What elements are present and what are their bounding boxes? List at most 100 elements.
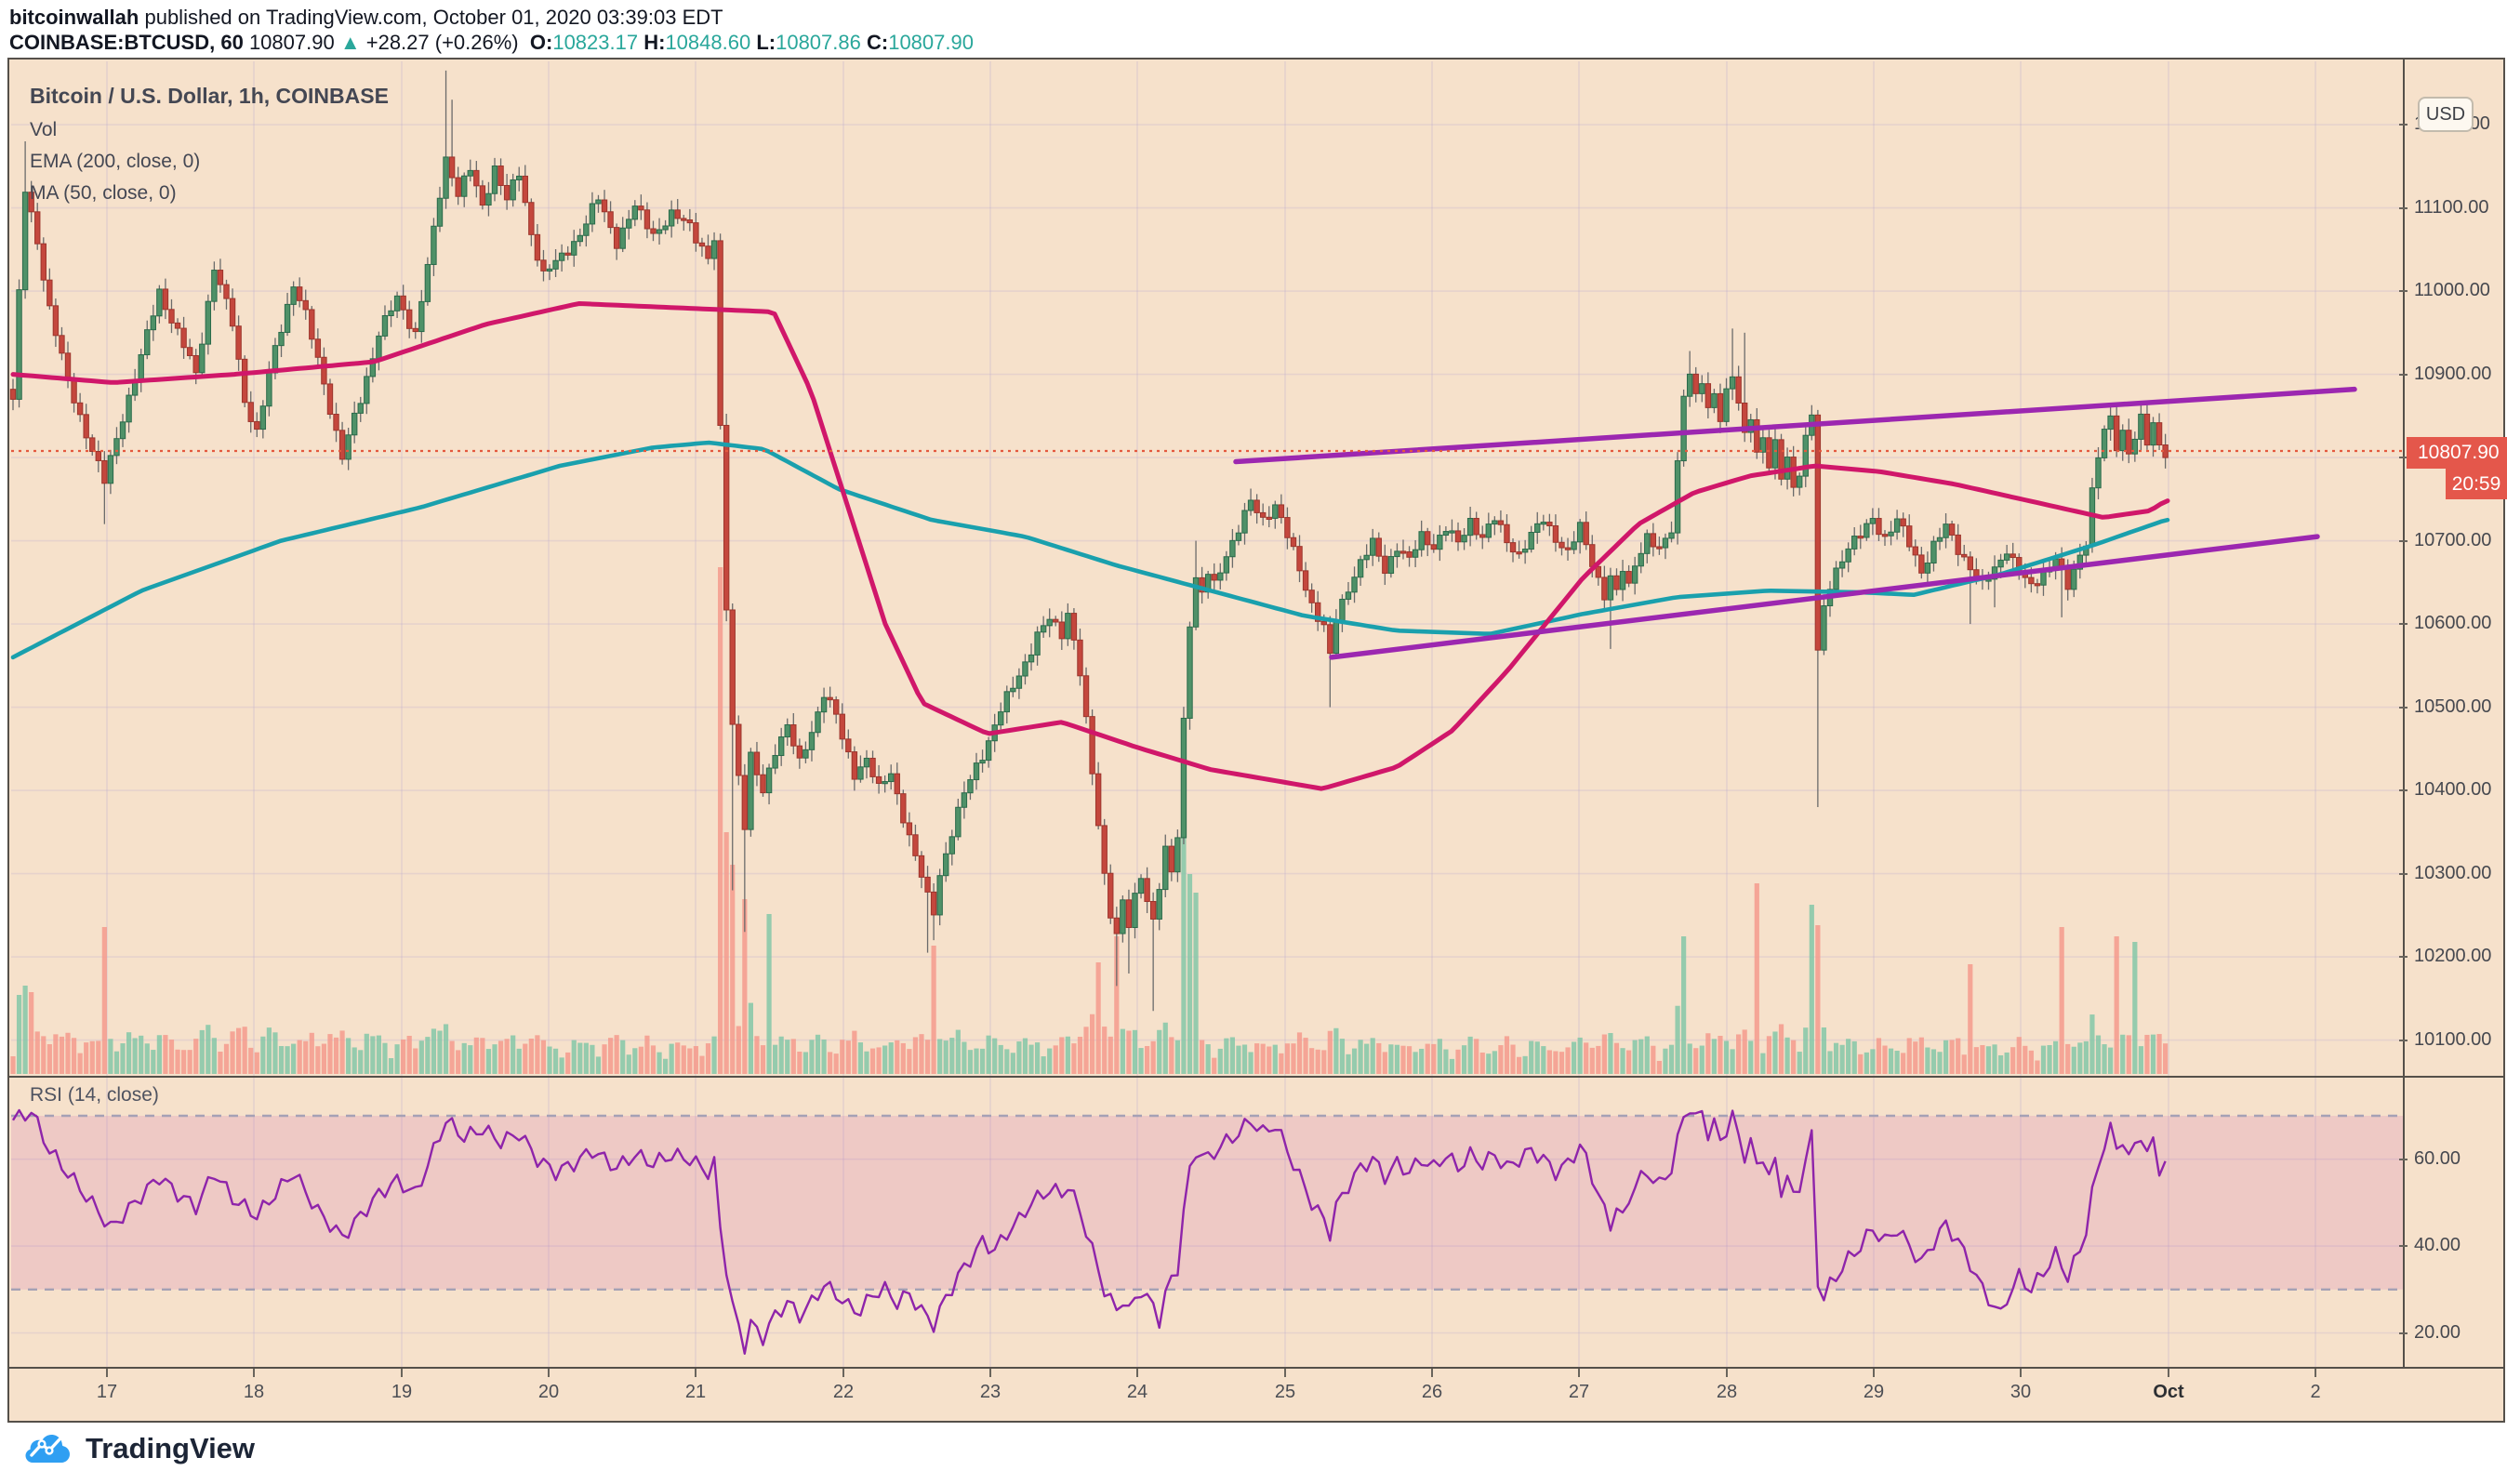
legend-vol[interactable]: Vol [30,119,58,140]
price-axis-tick [2399,956,2408,959]
candle-body [1266,516,1272,521]
candle-body [1022,661,1028,677]
price-axis-label[interactable]: 10100.00 [2414,1028,2492,1050]
time-axis-label-Oct[interactable]: Oct [2153,1382,2184,1402]
candle-body [1564,547,1572,550]
volume-bar [1400,1045,1406,1074]
candle-body [381,315,389,337]
volume-bar [1413,1052,1418,1074]
price-axis-label[interactable]: 10300.00 [2414,862,2492,883]
volume-bar [1406,1046,1413,1074]
volume-bar [218,1052,223,1074]
time-axis-label-23[interactable]: 23 [979,1382,1001,1402]
candle-body [510,179,516,201]
candle-body [790,724,797,747]
volume-bar [29,992,34,1074]
time-axis-label-22[interactable]: 22 [832,1382,855,1402]
volume-bar [516,1048,522,1074]
candle-body [314,338,322,358]
volume-bar [1145,1045,1150,1074]
candle-body [656,229,663,234]
candle-body [473,169,480,187]
time-axis-label-29[interactable]: 29 [1863,1382,1885,1402]
volume-bar [1089,1014,1095,1074]
volume-bar [711,1036,717,1074]
tradingview-logo-text[interactable]: TradingView [86,1432,256,1464]
time-axis-label-18[interactable]: 18 [243,1382,265,1402]
pane-separator-main-rsi[interactable] [9,1076,2503,1078]
time-axis-label-27[interactable]: 27 [1568,1382,1590,1402]
volume-bar [1693,1048,1699,1074]
time-axis-label-26[interactable]: 26 [1421,1382,1443,1402]
time-axis-label-24[interactable]: 24 [1126,1382,1148,1402]
volume-bar [1004,1049,1010,1074]
time-axis-label-28[interactable]: 28 [1716,1382,1738,1402]
rsi-axis-label[interactable]: 40.00 [2414,1235,2461,1256]
candle-body [107,455,114,484]
time-axis-label-21[interactable]: 21 [684,1382,707,1402]
volume-bar [266,1027,272,1074]
chart-title[interactable]: Bitcoin / U.S. Dollar, 1h, COINBASE [30,84,389,108]
channel-lower-trendline[interactable] [1329,534,2320,660]
volume-bar [480,1038,485,1074]
volume-bar [1553,1051,1559,1074]
price-axis-label[interactable]: 10600.00 [2414,613,2492,634]
time-axis-label-17[interactable]: 17 [96,1382,118,1402]
high-label: H: [643,31,666,54]
candle-body [595,199,602,205]
time-axis-tick [106,1369,108,1377]
price-axis-label[interactable]: 10900.00 [2414,363,2492,384]
candle-body [162,288,169,311]
volume-bar [77,1053,83,1074]
ma50-line[interactable] [10,301,2170,791]
volume-bar [193,1039,199,1074]
time-axis-label-20[interactable]: 20 [537,1382,560,1402]
price-axis-label[interactable]: 10500.00 [2414,696,2492,717]
volume-bar [303,1040,309,1074]
candle-body [1595,565,1602,578]
time-axis-label-19[interactable]: 19 [391,1382,413,1402]
rsi-line[interactable] [11,1108,2167,1355]
price-axis-label[interactable]: 11100.00 [2414,196,2489,218]
price-chart-pane[interactable] [9,60,2503,1421]
volume-bar [1748,1040,1754,1074]
legend-ma50[interactable]: MA (50, close, 0) [30,182,177,204]
volume-bar [833,1053,839,1074]
volume-bar [315,1046,321,1074]
price-axis-label[interactable]: 11000.00 [2414,280,2490,301]
time-axis-label-30[interactable]: 30 [2010,1382,2032,1402]
pane-separator-rsi-time [9,1367,2503,1369]
candle-body [1125,899,1133,929]
ema200-line[interactable] [10,440,2170,660]
legend-ema200[interactable]: EMA (200, close, 0) [30,151,201,172]
candle-body [119,421,126,440]
time-axis-tick [2020,1369,2022,1377]
volume-bar [723,832,729,1074]
channel-upper-trendline[interactable] [1233,386,2357,465]
volume-bar [803,1052,809,1074]
candle-body [832,699,840,715]
volume-bar [285,1046,290,1074]
volume-bar [1200,1040,1205,1074]
time-axis-label-25[interactable]: 25 [1274,1382,1296,1402]
time-axis-label-2[interactable]: 2 [2310,1382,2321,1402]
candle-body [1399,550,1407,554]
volume-bar [511,1035,516,1074]
rsi-axis-label[interactable]: 60.00 [2414,1147,2461,1169]
tradingview-logo-icon[interactable] [24,1430,73,1467]
candle-body [1814,414,1822,651]
candle-body [229,298,236,327]
candle-body [1082,675,1090,718]
candle-body [1101,825,1108,874]
candle-body [1168,845,1175,873]
rsi-legend[interactable]: RSI (14, close) [30,1084,159,1106]
price-axis-label[interactable]: 10200.00 [2414,946,2492,967]
price-axis-label[interactable]: 10700.00 [2414,529,2492,550]
price-axis-label[interactable]: 10400.00 [2414,779,2492,801]
price-axis-tick [2399,623,2408,626]
candle-body [1010,687,1016,693]
currency-toggle-button[interactable]: USD [2418,97,2474,132]
rsi-axis-label[interactable]: 20.00 [2414,1321,2461,1343]
rsi-band [11,1116,2403,1290]
volume-bar [1279,1053,1284,1074]
